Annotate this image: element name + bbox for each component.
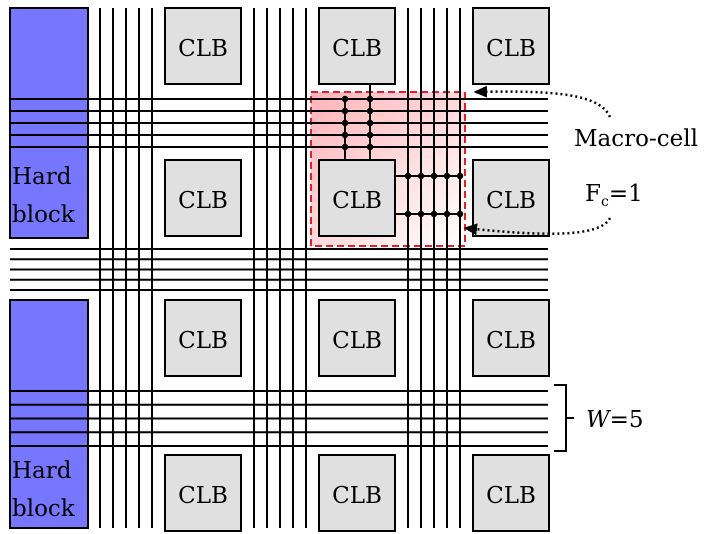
channel-width-brace xyxy=(554,384,574,452)
hard-block-bottom xyxy=(9,299,89,529)
channel-width-value: =5 xyxy=(610,407,644,433)
connection-dot xyxy=(341,143,349,151)
connection-dot xyxy=(341,131,349,139)
fc-value: =1 xyxy=(609,181,643,207)
clb-block: CLB xyxy=(472,7,550,85)
fc-symbol: F xyxy=(585,181,601,207)
clb-label: CLB xyxy=(178,328,228,354)
clb-block: CLB xyxy=(472,454,550,532)
connection-dot xyxy=(430,172,438,180)
connection-dot xyxy=(456,172,464,180)
macro-cell-annotation: Macro-cell xyxy=(574,126,698,152)
connection-dot xyxy=(366,131,374,139)
clb-block: CLB xyxy=(164,454,242,532)
connection-dot xyxy=(366,119,374,127)
connection-dot xyxy=(404,210,412,218)
clb-rect xyxy=(472,299,550,377)
hard-block-label-bottom-line2: block xyxy=(12,496,76,522)
connection-dot xyxy=(443,172,451,180)
clb-block: CLB xyxy=(164,159,242,237)
clb-block: CLB xyxy=(164,7,242,85)
clb-label: CLB xyxy=(486,36,536,62)
connection-dot xyxy=(366,143,374,151)
macro-cell-arrow xyxy=(473,85,612,118)
hard-block-label-bottom-line1: Hard xyxy=(12,458,72,484)
clb-rect xyxy=(472,454,550,532)
clb-block: CLB xyxy=(318,7,396,85)
connection-dot xyxy=(404,172,412,180)
connection-dot xyxy=(366,107,374,115)
connection-dot xyxy=(341,95,349,103)
hard-block-label-top-line2: block xyxy=(12,202,76,228)
clb-label: CLB xyxy=(178,36,228,62)
clb-rect xyxy=(164,7,242,85)
clb-block: CLB xyxy=(318,454,396,532)
clb-rect xyxy=(318,454,396,532)
clb-label: CLB xyxy=(178,188,228,214)
clb-rect xyxy=(318,299,396,377)
clb-label: CLB xyxy=(178,483,228,509)
clb-label: CLB xyxy=(332,328,382,354)
connection-dot xyxy=(417,172,425,180)
macro-cell-connections xyxy=(341,84,464,218)
clb-rect xyxy=(318,7,396,85)
connection-dot xyxy=(430,210,438,218)
clb-label: CLB xyxy=(332,36,382,62)
connection-dot xyxy=(456,210,464,218)
channel-width-annotation: W=5 xyxy=(586,407,644,433)
clb-block: CLB xyxy=(472,159,550,237)
clb-block: CLB xyxy=(318,159,396,237)
connection-dot xyxy=(341,107,349,115)
connection-dot xyxy=(417,210,425,218)
clb-label: CLB xyxy=(332,483,382,509)
clb-rect xyxy=(164,454,242,532)
routing-over-hard-blocks xyxy=(10,98,88,447)
clb-label: CLB xyxy=(486,328,536,354)
connection-dot xyxy=(366,95,374,103)
fc-annotation: Fc=1 xyxy=(585,181,643,210)
clb-rect xyxy=(164,159,242,237)
clb-rect xyxy=(164,299,242,377)
clb-block: CLB xyxy=(472,299,550,377)
clb-label: CLB xyxy=(486,483,536,509)
horizontal-routing-channels xyxy=(10,98,548,447)
clb-rect xyxy=(318,159,396,237)
clb-grid: CLB CLB CLB CLB CLB CLB CLB CLB CLB CLB CLB CLB xyxy=(164,7,550,532)
channel-width-variable: W xyxy=(586,407,612,433)
clb-label: CLB xyxy=(332,188,382,214)
hard-block-label-top-line1: Hard xyxy=(12,164,72,190)
clb-rect xyxy=(472,7,550,85)
fc-subscript: c xyxy=(601,194,609,210)
clb-label: CLB xyxy=(486,188,536,214)
clb-block: CLB xyxy=(164,299,242,377)
connection-dot xyxy=(341,119,349,127)
clb-block: CLB xyxy=(318,299,396,377)
vertical-routing-channels xyxy=(99,8,461,528)
connection-dot xyxy=(443,210,451,218)
clb-rect xyxy=(472,159,550,237)
